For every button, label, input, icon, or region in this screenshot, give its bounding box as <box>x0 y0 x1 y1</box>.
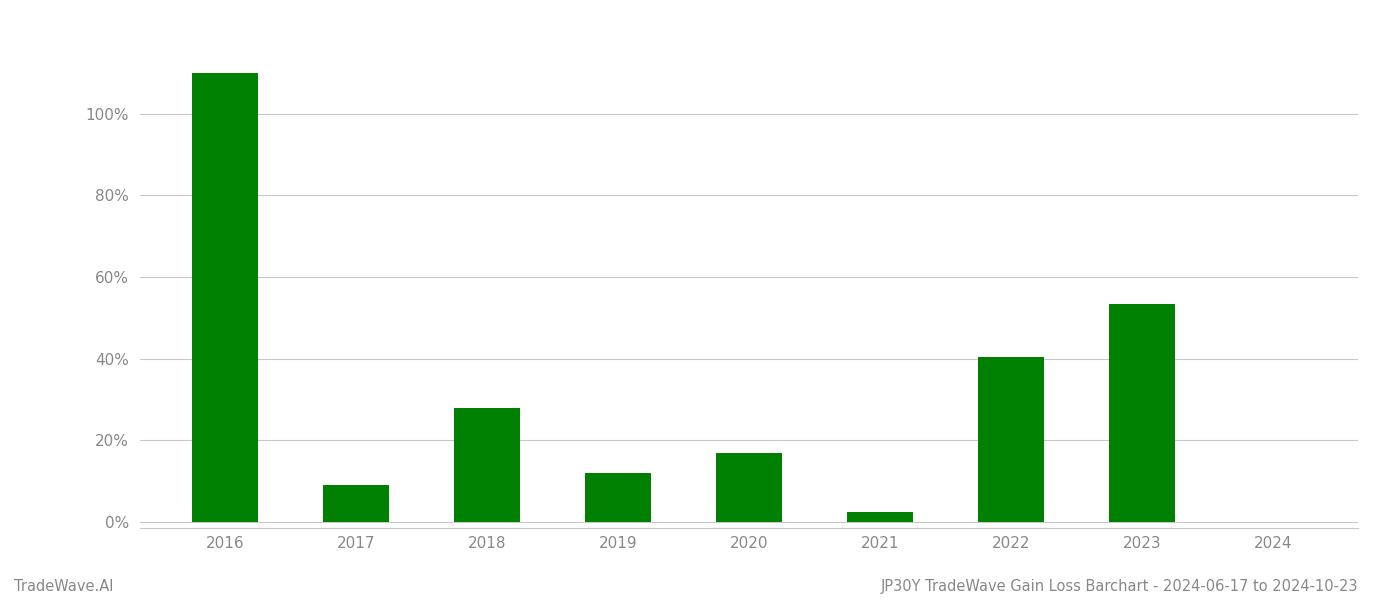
Bar <box>585 473 651 522</box>
Bar <box>323 485 389 522</box>
Bar <box>847 512 913 522</box>
Bar <box>455 407 519 522</box>
Bar <box>717 452 781 522</box>
Bar <box>979 356 1043 522</box>
Text: TradeWave.AI: TradeWave.AI <box>14 579 113 594</box>
Text: JP30Y TradeWave Gain Loss Barchart - 2024-06-17 to 2024-10-23: JP30Y TradeWave Gain Loss Barchart - 202… <box>881 579 1358 594</box>
Bar <box>192 73 258 522</box>
Bar <box>1109 304 1175 522</box>
